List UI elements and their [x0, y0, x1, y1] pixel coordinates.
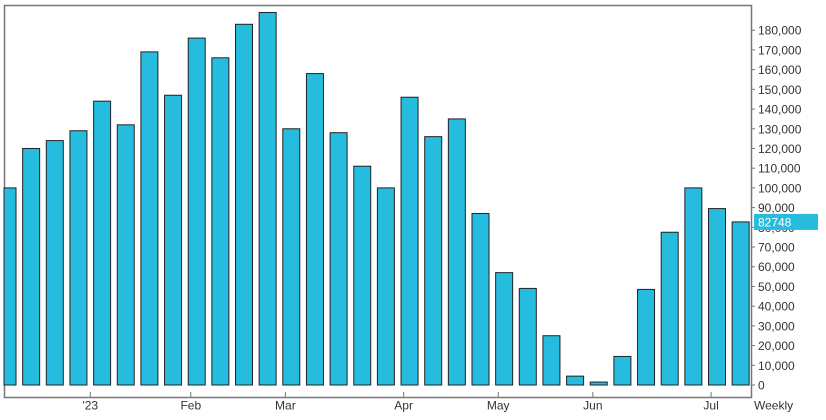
x-tick-label: Apr: [394, 399, 413, 413]
bar: [376, 187, 395, 386]
bar: [258, 11, 277, 386]
y-tick-label: 60,000: [758, 260, 795, 274]
bar: [708, 208, 726, 386]
frequency-label: Weekly: [754, 399, 793, 413]
y-tick-label: 20,000: [758, 339, 795, 353]
x-axis: '23 Feb Mar Apr May Jun Jul: [82, 392, 719, 413]
x-tick-label: May: [487, 399, 510, 413]
y-tick-label: 180,000: [758, 24, 802, 38]
bar: [684, 187, 703, 386]
bar: [613, 355, 632, 386]
bar: [329, 132, 348, 386]
bar: [637, 288, 656, 386]
y-tick-label: 170,000: [758, 43, 802, 57]
y-tick-label: 40,000: [758, 300, 795, 314]
bar: [542, 335, 561, 386]
y-tick-label: 160,000: [758, 63, 802, 77]
bar: [164, 94, 183, 386]
bar: [235, 23, 253, 386]
y-tick-label: 0: [758, 379, 765, 393]
bar: [282, 128, 301, 386]
x-tick-label: Jul: [703, 399, 718, 413]
y-tick-label: 130,000: [758, 122, 802, 136]
bar: [305, 73, 324, 386]
y-tick-label: 150,000: [758, 83, 802, 97]
y-tick-label: 50,000: [758, 280, 795, 294]
y-tick-label: 10,000: [758, 359, 795, 373]
bar: [447, 118, 466, 386]
bar: [3, 187, 17, 386]
bar: [140, 51, 159, 386]
y-tick-label: 90,000: [758, 201, 795, 215]
x-tick-label: '23: [82, 399, 98, 413]
bars-group: [3, 11, 750, 386]
bar: [424, 136, 443, 386]
y-tick-label: 30,000: [758, 319, 795, 333]
y-tick-label: 100,000: [758, 181, 802, 195]
x-tick-label: Feb: [180, 399, 201, 413]
y-tick-label: 120,000: [758, 142, 802, 156]
bar: [731, 221, 750, 386]
bar: [93, 100, 112, 386]
bar: [187, 37, 206, 386]
last-value-flag: [754, 213, 818, 230]
bar: [566, 375, 585, 386]
bar: [660, 231, 679, 386]
bar: [353, 165, 372, 386]
x-tick-label: Mar: [275, 399, 296, 413]
bar: [589, 381, 608, 386]
y-tick-label: 70,000: [758, 241, 795, 255]
bar: [518, 287, 537, 386]
bar: [69, 130, 88, 386]
bar: [116, 124, 135, 386]
bar: [400, 96, 419, 386]
y-tick-label: 140,000: [758, 103, 802, 117]
y-axis: 0 10,000 20,000 30,000 40,000 50,000 60,000 70,…: [751, 24, 802, 393]
bar: [211, 57, 230, 386]
bar: [22, 147, 41, 386]
y-tick-label: 110,000: [758, 162, 801, 176]
bar: [495, 272, 514, 386]
bar: [45, 140, 64, 386]
last-value-label: 82748: [758, 215, 792, 229]
last-value-marker: 82748: [754, 213, 818, 230]
bar: [471, 213, 490, 386]
x-tick-label: Jun: [583, 399, 602, 413]
